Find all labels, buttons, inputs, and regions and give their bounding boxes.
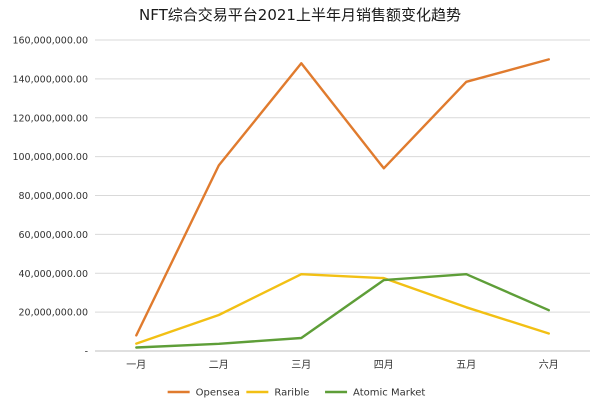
gridlines [95, 39, 590, 352]
series-line-rarible [135, 273, 550, 345]
x-tick-label: 四月 [374, 359, 394, 371]
legend-label: Opensea [196, 388, 240, 399]
series-line-atomic-market [135, 273, 550, 349]
y-tick-label: 60,000,000.00 [18, 230, 88, 241]
y-tick-label: 140,000,000.00 [12, 74, 88, 85]
x-tick-label: 三月 [291, 359, 311, 371]
series-line-opensea [135, 58, 550, 337]
y-tick-label: 40,000,000.00 [18, 269, 88, 280]
y-tick-label: 120,000,000.00 [12, 113, 88, 124]
x-tick-label: 二月 [209, 359, 229, 371]
series-lines [135, 58, 550, 349]
y-tick-label: 20,000,000.00 [18, 308, 88, 319]
y-tick-label: 100,000,000.00 [12, 152, 88, 163]
y-tick-label: - [85, 347, 88, 358]
x-tick-label: 一月 [126, 359, 146, 371]
y-axis-tick-labels: - 20,000,000.00 40,000,000.00 60,000,000.00… [12, 36, 88, 358]
x-tick-label: 六月 [539, 359, 559, 371]
y-tick-label: 160,000,000.00 [12, 36, 88, 47]
legend-label: Atomic Market [353, 388, 425, 399]
legend: Opensea Rarible Atomic Market [167, 388, 425, 399]
legend-label: Rarible [274, 388, 309, 399]
x-tick-label: 五月 [456, 359, 476, 371]
chart-title: NFT综合交易平台2021上半年月销售额变化趋势 [139, 6, 461, 24]
y-tick-label: 80,000,000.00 [18, 191, 88, 202]
x-axis-tick-labels: 一月 二月 三月 四月 五月 六月 [126, 359, 559, 371]
